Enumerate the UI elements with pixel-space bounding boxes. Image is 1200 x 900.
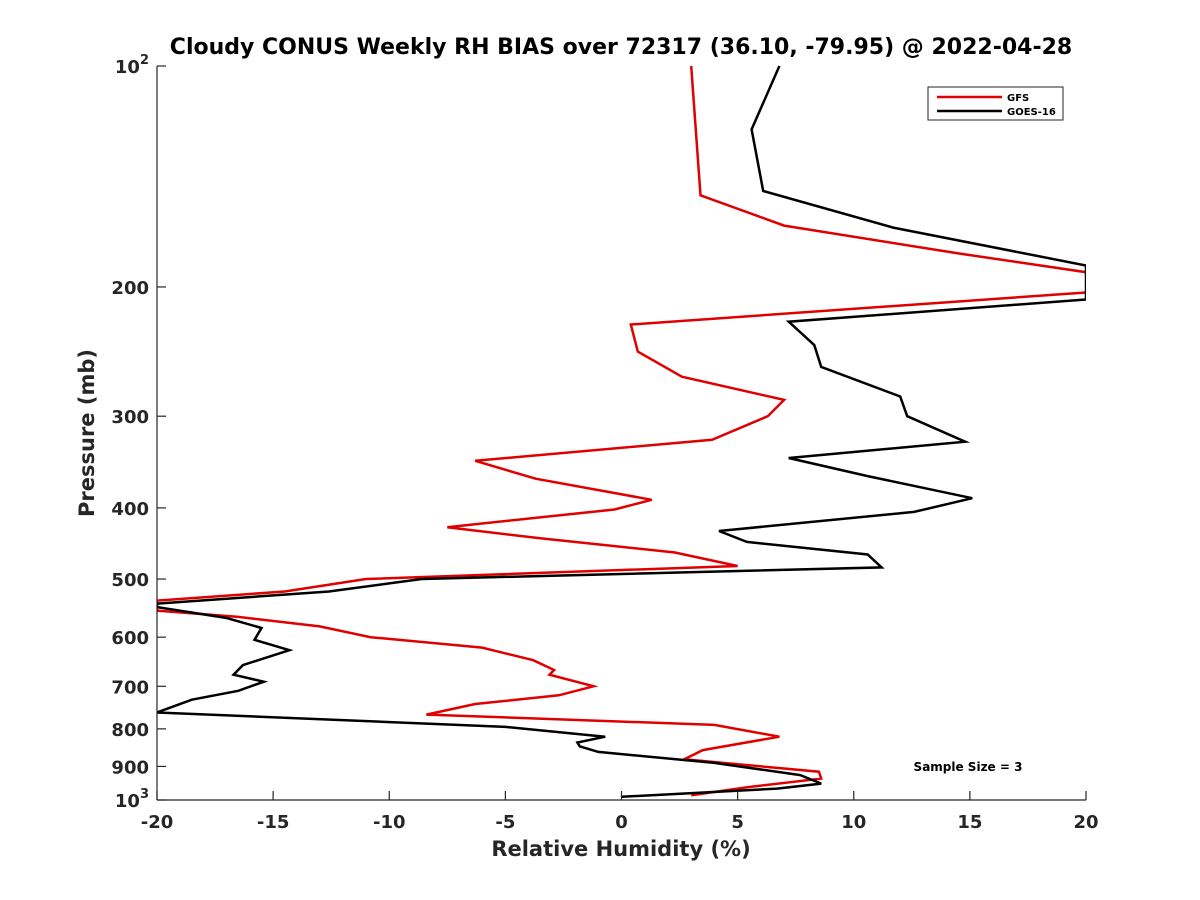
x-tick-label: 10 (841, 812, 866, 833)
x-ticks: -20 -15 -10 -5 0 5 10 15 20 (141, 791, 1099, 833)
series-line-goes-16 (157, 65, 1086, 799)
y-tick-label: 900 (111, 757, 149, 778)
legend: GFS GOES-16 (927, 86, 1064, 121)
legend-label: GFS (1007, 93, 1029, 104)
plot-area (157, 65, 1086, 799)
y-tick-label: 103 (115, 787, 149, 812)
x-tick-label: 15 (957, 812, 982, 833)
x-tick-label: 5 (731, 812, 744, 833)
x-tick-label: -10 (373, 812, 406, 833)
y-tick-label: 500 (111, 570, 149, 591)
chart-title: Cloudy CONUS Weekly RH BIAS over 72317 (… (170, 35, 1072, 60)
x-tick-label: 0 (615, 812, 628, 833)
y-tick-label: 800 (111, 720, 149, 741)
x-tick-label: -20 (141, 812, 174, 833)
y-tick-label: 400 (111, 499, 149, 520)
y-tick-label: 300 (111, 407, 149, 428)
y-tick-label: 600 (111, 628, 149, 649)
x-axis-label: Relative Humidity (%) (491, 837, 750, 861)
y-tick-label: 102 (115, 53, 149, 78)
y-tick-label: 700 (111, 677, 149, 698)
sample-size-annotation: Sample Size = 3 (914, 760, 1023, 774)
y-axis-label: Pressure (mb) (75, 349, 99, 517)
x-tick-label: -5 (495, 812, 515, 833)
legend-box (927, 86, 1064, 121)
series-line-gfs (157, 65, 1086, 797)
y-ticks: 102 200 300 400 500 600 700 800 900 103 (111, 53, 166, 812)
y-tick-label: 200 (111, 278, 149, 299)
x-tick-label: -15 (257, 812, 290, 833)
legend-label: GOES-16 (1007, 107, 1056, 118)
x-tick-label: 20 (1073, 812, 1098, 833)
